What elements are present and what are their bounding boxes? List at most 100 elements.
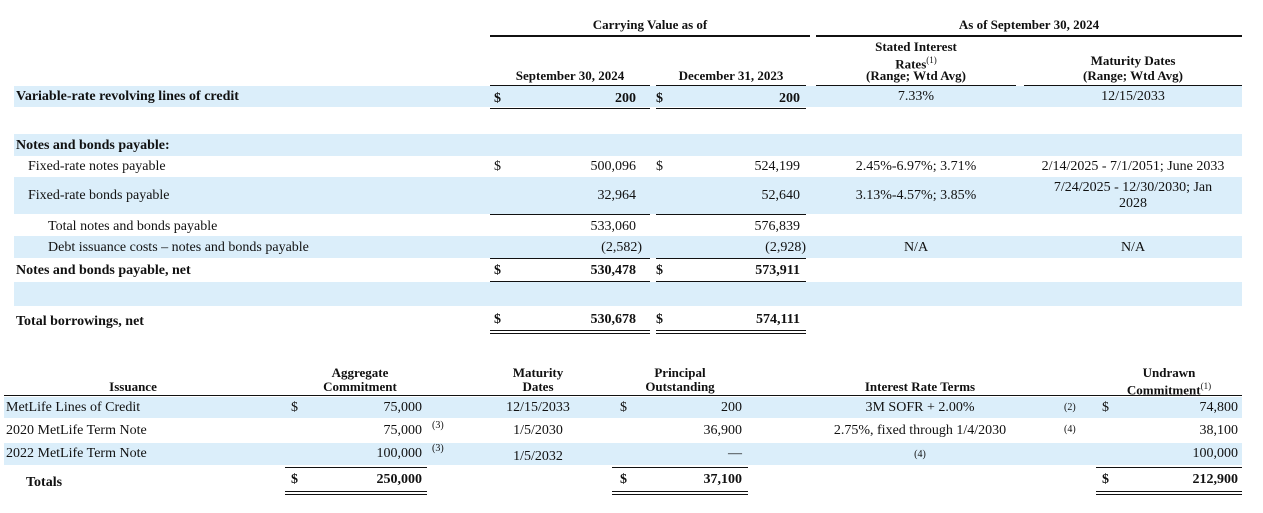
value-sep: (2,582): [601, 240, 642, 255]
footnote-ref: (4): [1064, 424, 1076, 435]
undrawn-value: 74,800: [1199, 400, 1239, 415]
header-rule: [656, 85, 806, 86]
row-label: Fixed-rate notes payable: [28, 159, 166, 174]
principal-total: 37,100: [703, 472, 743, 487]
interest-terms: 3M SOFR + 2.00%: [865, 400, 975, 415]
cell-rule: [656, 258, 806, 259]
col-header-principal-2: Outstanding: [645, 379, 715, 394]
dollar-sign: $: [291, 400, 298, 415]
maturity-value: 1/5/2032: [513, 449, 563, 464]
row-label: Variable-rate revolving lines of credit: [16, 89, 239, 104]
col-header-rates-1: Stated Interest: [875, 39, 957, 54]
value-dec: 200: [779, 91, 800, 106]
value-dec: 573,911: [755, 263, 800, 278]
row-band: [14, 134, 1242, 156]
row-band: [4, 443, 1242, 465]
col-header-principal-1: Principal: [654, 365, 706, 380]
aggregate-value: 100,000: [376, 446, 423, 461]
cell-rule: [490, 281, 650, 282]
aggregate-value: 75,000: [383, 423, 423, 438]
value-rate: 7.33%: [897, 89, 935, 104]
value-dec: 574,111: [756, 312, 800, 327]
double-rule: [285, 491, 427, 492]
header-carrying-value: Carrying Value as of: [592, 17, 708, 32]
col-header-undrawn-2: Commitment(1): [1126, 381, 1212, 398]
value-maturity: 2/14/2025 - 7/1/2051; June 2033: [1041, 159, 1225, 174]
dollar-sign: $: [291, 472, 298, 487]
dollar-sign: $: [656, 159, 663, 174]
row-band: [14, 86, 1242, 107]
row-band: [4, 397, 1242, 418]
issuance-name: 2022 MetLife Term Note: [6, 446, 147, 461]
maturity-value: 12/15/2033: [506, 400, 570, 415]
row-label: Total notes and bonds payable: [48, 219, 218, 234]
dollar-sign: $: [1102, 472, 1109, 487]
dollar-sign: $: [1102, 400, 1109, 415]
double-rule: [1096, 494, 1242, 495]
col-header-rates-3: (Range; Wtd Avg): [866, 68, 966, 83]
value-rate: N/A: [903, 240, 929, 255]
footnote-ref: (2): [1064, 402, 1076, 413]
row-label: Notes and bonds payable, net: [16, 263, 191, 278]
col-header-aggregate-2: Commitment: [323, 379, 397, 394]
double-rule: [285, 494, 427, 495]
cell-rule: [1096, 467, 1242, 468]
header-rule: [490, 85, 650, 86]
col-header-maturity-1: Maturity: [512, 365, 564, 380]
header-rule: [490, 35, 810, 37]
dollar-sign: $: [656, 263, 663, 278]
row-label: Fixed-rate bonds payable: [28, 188, 170, 203]
dollar-sign: $: [656, 91, 663, 106]
totals-label: Totals: [26, 475, 63, 490]
row-label: Total borrowings, net: [16, 314, 144, 329]
undrawn-value: 100,000: [1192, 446, 1239, 461]
col-header-aggregate-1: Aggregate: [331, 365, 389, 380]
value-sep: 500,096: [590, 159, 637, 174]
interest-terms: (4): [914, 449, 926, 460]
issuance-name: MetLife Lines of Credit: [6, 400, 141, 415]
interest-terms: 2.75%, fixed through 1/4/2030: [833, 423, 1007, 438]
value-maturity: 12/15/2033: [1101, 89, 1165, 104]
double-rule: [656, 333, 806, 334]
value-maturity-line2: 2028: [1119, 196, 1147, 211]
footnote-ref: (3): [432, 443, 444, 454]
dollar-sign: $: [656, 312, 663, 327]
col-header-sep-2024: September 30, 2024: [515, 68, 625, 83]
col-header-dec-2023: December 31, 2023: [678, 68, 784, 83]
col-header-rates-2: Rates(1): [895, 55, 937, 72]
cell-rule: [285, 467, 427, 468]
maturity-value: 1/5/2030: [513, 423, 563, 438]
principal-value: 36,900: [703, 423, 743, 438]
value-rate: 2.45%-6.97%; 3.71%: [855, 159, 977, 174]
header-rule: [816, 85, 1016, 86]
principal-value: —: [728, 446, 742, 461]
value-sep: 533,060: [590, 219, 637, 234]
value-sep: 530,478: [590, 263, 637, 278]
value-dec: 52,640: [761, 188, 801, 203]
footnote-ref: (3): [432, 420, 444, 431]
cell-rule: [656, 214, 806, 215]
section-label: Notes and bonds payable:: [16, 138, 170, 153]
col-header-issuance: Issuance: [109, 379, 157, 394]
double-rule: [656, 330, 806, 331]
issuance-name: 2020 MetLife Term Note: [6, 423, 147, 438]
cell-rule: [656, 108, 806, 109]
header-rule: [4, 395, 1242, 396]
value-dec: 524,199: [754, 159, 801, 174]
value-rate: 3.13%-4.57%; 3.85%: [855, 188, 977, 203]
cell-rule: [490, 108, 650, 109]
value-sep: 32,964: [597, 188, 637, 203]
dollar-sign: $: [494, 91, 501, 106]
header-rule: [816, 35, 1242, 37]
cell-rule: [490, 214, 650, 215]
col-header-maturity-2: (Range; Wtd Avg): [1083, 68, 1183, 83]
aggregate-total: 250,000: [376, 472, 423, 487]
row-band: [14, 177, 1242, 214]
row-label: Debt issuance costs – notes and bonds pa…: [48, 240, 309, 255]
cell-rule: [490, 258, 650, 259]
double-rule: [490, 330, 650, 331]
dollar-sign: $: [620, 472, 627, 487]
double-rule: [612, 494, 748, 495]
value-dec: (2,928): [765, 240, 806, 255]
principal-value: 200: [721, 400, 742, 415]
